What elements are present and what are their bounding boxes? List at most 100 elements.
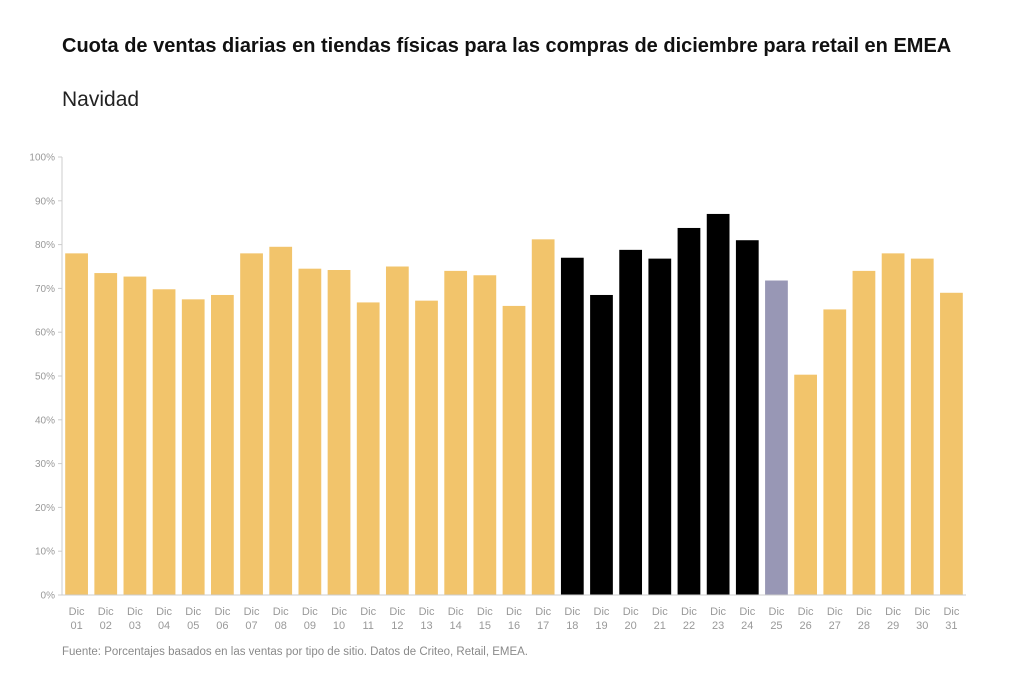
bar: [794, 374, 817, 595]
x-tick-label: Dic: [506, 606, 522, 618]
bar: [852, 270, 876, 595]
x-tick-label: 19: [595, 620, 607, 632]
chart-title: Cuota de ventas diarias en tiendas físic…: [62, 35, 952, 57]
x-tick-label: 03: [129, 620, 141, 632]
x-tick-label: 24: [741, 620, 753, 632]
chart-subtitle: Navidad: [62, 88, 140, 111]
x-tick-label: 05: [187, 620, 199, 632]
x-tick-label: 18: [566, 620, 578, 632]
x-tick-label: Dic: [419, 606, 435, 618]
bar: [473, 275, 497, 595]
bar: [181, 299, 205, 595]
x-tick-label: 17: [537, 620, 549, 632]
x-tick-label: 14: [450, 620, 462, 632]
x-tick-label: 20: [625, 620, 637, 632]
x-tick-label: Dic: [535, 606, 551, 618]
y-tick-label: 20%: [35, 503, 55, 514]
x-tick-label: 25: [770, 620, 782, 632]
x-tick-label: Dic: [156, 606, 172, 618]
bar: [590, 294, 613, 595]
bar-chart: 0%10%20%30%40%50%60%70%80%90%100% Dic01D…: [29, 153, 966, 632]
x-tick-label: 27: [829, 620, 841, 632]
bar: [240, 253, 263, 596]
y-tick-label: 50%: [35, 372, 55, 383]
x-tick-label: 23: [712, 620, 724, 632]
y-tick-label: 60%: [35, 328, 55, 339]
x-tick-label: Dic: [681, 606, 697, 618]
x-tick-label: Dic: [623, 606, 639, 618]
x-tick-label: 22: [683, 620, 695, 632]
bar: [765, 280, 788, 595]
bar: [648, 258, 672, 595]
x-tick-label: Dic: [214, 606, 230, 618]
bars: [65, 213, 963, 596]
y-tick-label: 100%: [29, 153, 55, 164]
bar: [65, 253, 88, 596]
x-tick-label: Dic: [739, 606, 755, 618]
x-tick-label: 09: [304, 620, 316, 632]
y-axis: 0% 10% 20% 30% 40% 50% 60% 70% 80% 90% 100%: [29, 153, 63, 602]
x-tick-label: Dic: [856, 606, 872, 618]
x-tick-label: 08: [275, 620, 287, 632]
y-tick-label: 30%: [35, 459, 55, 470]
x-tick-label: Dic: [564, 606, 580, 618]
y-tick-label: 10%: [35, 547, 55, 558]
bar: [619, 249, 643, 596]
x-tick-label: 07: [245, 620, 257, 632]
bar: [123, 276, 147, 595]
bar: [677, 227, 701, 595]
x-tick-label: 02: [100, 620, 112, 632]
y-tick-label: 80%: [35, 240, 55, 251]
bar: [356, 302, 380, 595]
x-tick-label: Dic: [302, 606, 318, 618]
x-tick-label: Dic: [477, 606, 493, 618]
x-tick-label: 10: [333, 620, 345, 632]
bar: [385, 266, 409, 595]
bar: [327, 270, 351, 595]
bar: [152, 289, 176, 595]
x-tick-label: Dic: [331, 606, 347, 618]
x-tick-label: 29: [887, 620, 899, 632]
bar: [444, 270, 468, 595]
x-tick-label: Dic: [710, 606, 726, 618]
x-tick-label: 26: [799, 620, 811, 632]
x-tick-label: Dic: [652, 606, 668, 618]
x-tick-label: 31: [945, 620, 957, 632]
x-tick-label: Dic: [389, 606, 405, 618]
x-tick-label: Dic: [798, 606, 814, 618]
x-tick-label: Dic: [448, 606, 464, 618]
x-tick-label: Dic: [827, 606, 843, 618]
x-tick-label: Dic: [360, 606, 376, 618]
x-tick-label: Dic: [273, 606, 289, 618]
x-tick-label: 15: [479, 620, 491, 632]
x-tick-label: Dic: [914, 606, 930, 618]
bar: [211, 294, 234, 595]
bar: [940, 292, 963, 595]
x-tick-label: Dic: [69, 606, 85, 618]
x-tick-label: 16: [508, 620, 520, 632]
x-tick-label: 06: [216, 620, 228, 632]
bar: [415, 300, 438, 595]
x-tick-label: Dic: [244, 606, 260, 618]
y-tick-label: 40%: [35, 415, 55, 426]
bar: [531, 239, 555, 595]
bar: [706, 213, 730, 595]
bar: [910, 258, 934, 595]
y-tick-label: 90%: [35, 196, 55, 207]
bar: [269, 246, 293, 596]
bar: [881, 253, 905, 596]
x-axis: Dic 01 Dic 02 Dic 03 Dic 04 Dic 05 Dic 06 Dic 07 Dic 08…: [62, 594, 966, 632]
y-tick-label: 70%: [35, 284, 55, 295]
x-tick-label: Dic: [594, 606, 610, 618]
x-tick-label: Dic: [185, 606, 201, 618]
x-tick-label: 04: [158, 620, 170, 632]
bar: [560, 257, 584, 595]
bar: [502, 305, 526, 595]
x-tick-label: Dic: [943, 606, 959, 618]
x-tick-label: 30: [916, 620, 928, 632]
bar: [823, 309, 847, 595]
bar: [735, 240, 759, 595]
x-tick-label: 01: [70, 620, 82, 632]
x-tick-label: 13: [420, 620, 432, 632]
bar: [94, 273, 118, 595]
